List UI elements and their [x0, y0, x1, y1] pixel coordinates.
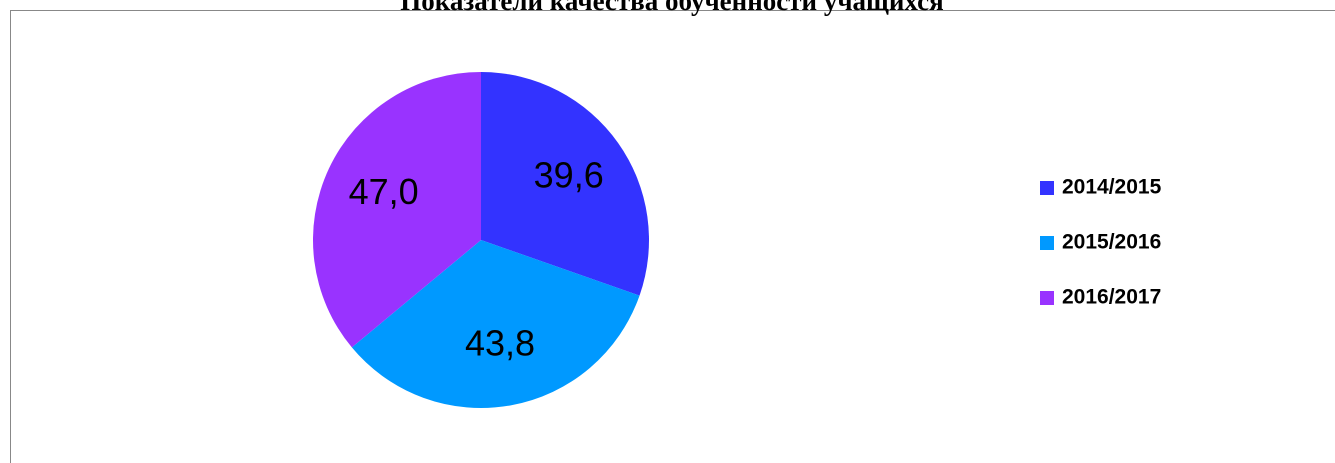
- pie-slice: [313, 72, 481, 348]
- legend-swatch: [1040, 181, 1054, 195]
- legend-swatch: [1040, 236, 1054, 250]
- legend-swatch: [1040, 291, 1054, 305]
- chart-title: Показатели качества обученности учащихся: [400, 0, 943, 16]
- pie-slice: [351, 240, 640, 409]
- legend-label: 2015/2016: [1062, 231, 1161, 254]
- legend-label: 2016/2017: [1062, 286, 1161, 309]
- data-label: 39,6: [534, 154, 604, 195]
- data-label: 43,8: [465, 322, 535, 363]
- chart-frame: [10, 10, 1335, 463]
- legend-label: 2014/2015: [1062, 176, 1162, 199]
- data-label: 47,0: [349, 171, 419, 212]
- pie-slice: [481, 72, 649, 296]
